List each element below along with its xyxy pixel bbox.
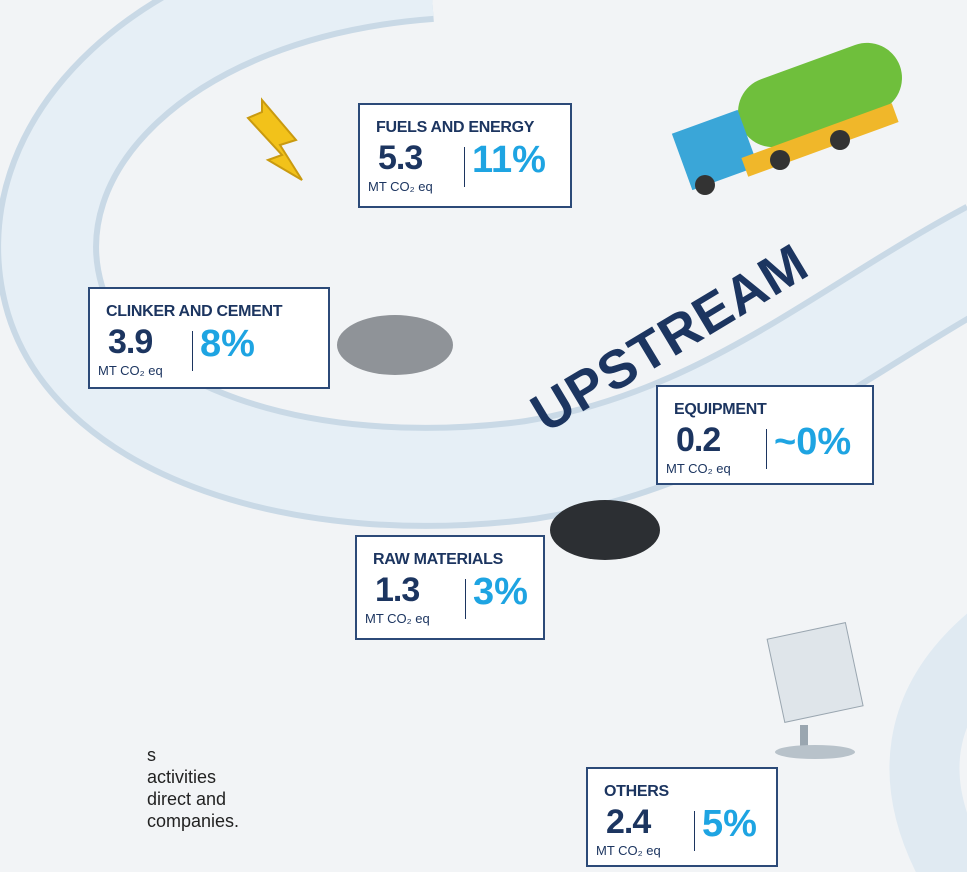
card-unit: MT CO₂ eq xyxy=(596,843,661,858)
stat-card: FUELS AND ENERGY 5.3 MT CO₂ eq 11% xyxy=(358,103,572,208)
stat-card: CLINKER AND CEMENT 3.9 MT CO₂ eq 8% xyxy=(88,287,330,389)
card-unit: MT CO₂ eq xyxy=(365,611,430,626)
card-percent: 11% xyxy=(472,139,546,181)
stat-card: EQUIPMENT 0.2 MT CO₂ eq ~0% xyxy=(656,385,874,485)
raw-material-pile xyxy=(550,500,660,560)
divider xyxy=(465,579,466,619)
card-percent: 5% xyxy=(702,803,757,845)
side-text: s activities direct and companies. xyxy=(147,744,239,832)
stat-card: RAW MATERIALS 1.3 MT CO₂ eq 3% xyxy=(355,535,545,640)
monitor-icon xyxy=(766,622,864,759)
truck-icon xyxy=(671,42,902,195)
card-title: OTHERS xyxy=(604,783,669,800)
card-unit: MT CO₂ eq xyxy=(368,179,433,194)
road xyxy=(889,613,967,872)
card-title: CLINKER AND CEMENT xyxy=(106,303,283,320)
card-unit: MT CO₂ eq xyxy=(666,461,731,476)
clinker-pile xyxy=(337,315,453,375)
card-title: RAW MATERIALS xyxy=(373,551,504,568)
divider xyxy=(694,811,695,851)
side-text-line: companies. xyxy=(147,811,240,831)
lightning-icon xyxy=(246,97,303,181)
card-value: 3.9 xyxy=(108,323,153,361)
card-percent: 3% xyxy=(473,571,528,613)
card-value: 2.4 xyxy=(606,803,651,841)
side-text-line: activities xyxy=(147,767,217,787)
divider xyxy=(766,429,767,469)
divider xyxy=(192,331,193,371)
side-text-line: direct and xyxy=(147,789,227,809)
card-value: 1.3 xyxy=(375,571,420,609)
card-unit: MT CO₂ eq xyxy=(98,363,163,378)
card-value: 5.3 xyxy=(378,139,423,177)
side-text-line: s xyxy=(147,745,156,765)
card-percent: ~0% xyxy=(774,421,852,463)
card-title: EQUIPMENT xyxy=(674,401,767,418)
card-percent: 8% xyxy=(200,323,255,365)
stat-card: OTHERS 2.4 MT CO₂ eq 5% xyxy=(586,767,778,867)
divider xyxy=(464,147,465,187)
card-value: 0.2 xyxy=(676,421,721,459)
card-title: FUELS AND ENERGY xyxy=(376,119,535,136)
